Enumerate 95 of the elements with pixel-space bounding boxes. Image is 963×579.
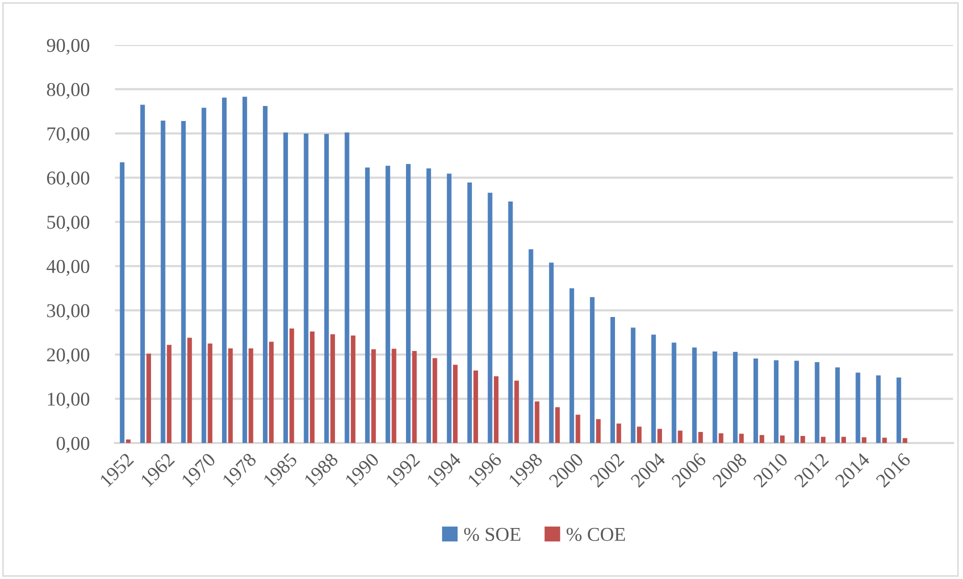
bar: [753, 358, 758, 443]
bar: [166, 344, 172, 443]
y-tick-label: 0,00: [56, 436, 90, 453]
bar: [494, 376, 498, 443]
bar: [733, 352, 738, 443]
bar: [760, 435, 764, 443]
x-tick-label: 1970: [181, 452, 216, 488]
bar: [814, 362, 820, 443]
bar: [310, 332, 315, 443]
legend-label: % COE: [566, 528, 625, 542]
bar: [160, 120, 166, 443]
y-tick-label: 80,00: [46, 83, 90, 99]
bar: [794, 360, 799, 443]
bar: [350, 336, 356, 443]
y-tick-label: 50,00: [47, 216, 90, 232]
y-tick-label: 70,00: [48, 127, 90, 144]
bar: [718, 433, 724, 443]
bar: [371, 349, 376, 443]
bar: [514, 380, 519, 443]
bar: [555, 407, 560, 443]
bar: [862, 437, 866, 443]
bar: [392, 348, 396, 443]
bar: [856, 372, 860, 443]
bar: [330, 334, 335, 443]
bar: [140, 104, 145, 443]
bar: [446, 174, 452, 443]
bar: [896, 378, 902, 443]
bar: [692, 347, 697, 443]
bar: [222, 98, 227, 443]
bar: [467, 182, 472, 443]
bar: [290, 328, 294, 443]
bar: [324, 134, 329, 443]
x-tick-label: 1990: [344, 452, 380, 488]
x-tick-label: 1962: [140, 452, 176, 488]
bar: [882, 438, 887, 443]
bar: [590, 297, 595, 443]
y-tick-label: 20,00: [47, 348, 90, 364]
bar: [636, 426, 642, 443]
bar: [576, 414, 580, 443]
bar: [473, 370, 478, 443]
bar: [365, 167, 370, 443]
bar: [876, 375, 881, 443]
y-tick-label: 10,00: [48, 392, 90, 409]
bar: [283, 132, 288, 443]
bar: [835, 367, 840, 443]
y-tick-label: 90,00: [46, 38, 90, 55]
bar: [304, 133, 308, 443]
bar: [386, 166, 390, 443]
bar: [630, 328, 636, 443]
y-tick-label: 30,00: [47, 304, 90, 320]
bar: [508, 202, 513, 443]
bar: [774, 360, 778, 443]
bar: [841, 436, 846, 443]
bar: [596, 419, 601, 443]
legend-label: % SOE: [464, 528, 520, 542]
bar: [488, 192, 492, 443]
bar: [616, 424, 622, 443]
bar: [426, 168, 432, 443]
bar: [570, 288, 574, 443]
bar: [344, 132, 350, 443]
bar: [269, 342, 274, 443]
bar: [672, 342, 676, 443]
bar: [657, 428, 662, 443]
bar: [780, 435, 785, 443]
bar: [126, 439, 131, 443]
bar: [181, 121, 186, 443]
bar: [800, 436, 806, 443]
bar: [228, 348, 233, 443]
x-tick-label: 1992: [386, 452, 420, 488]
bar: [678, 430, 682, 443]
bar: [187, 338, 192, 443]
bar: [146, 354, 152, 443]
bar: [202, 108, 206, 443]
bar: [248, 348, 254, 443]
bar: [412, 351, 417, 443]
bar: [610, 316, 615, 443]
bar: [528, 249, 534, 443]
bar: [820, 436, 826, 443]
y-tick-label: 40,00: [46, 260, 90, 276]
bar: [120, 162, 124, 443]
bar: [432, 358, 438, 443]
bar: [739, 434, 744, 443]
bar: [534, 401, 540, 443]
bar: [698, 432, 703, 443]
bar: [651, 334, 656, 443]
bar: [453, 364, 458, 443]
bar: [242, 96, 248, 443]
y-tick-label: 60,00: [47, 171, 90, 188]
bar: [406, 164, 411, 443]
bar: [902, 438, 908, 443]
bar: [549, 262, 554, 443]
bar: [262, 106, 268, 443]
x-tick-label: 1952: [99, 452, 134, 488]
bar: [208, 344, 212, 443]
bar: [712, 351, 718, 443]
